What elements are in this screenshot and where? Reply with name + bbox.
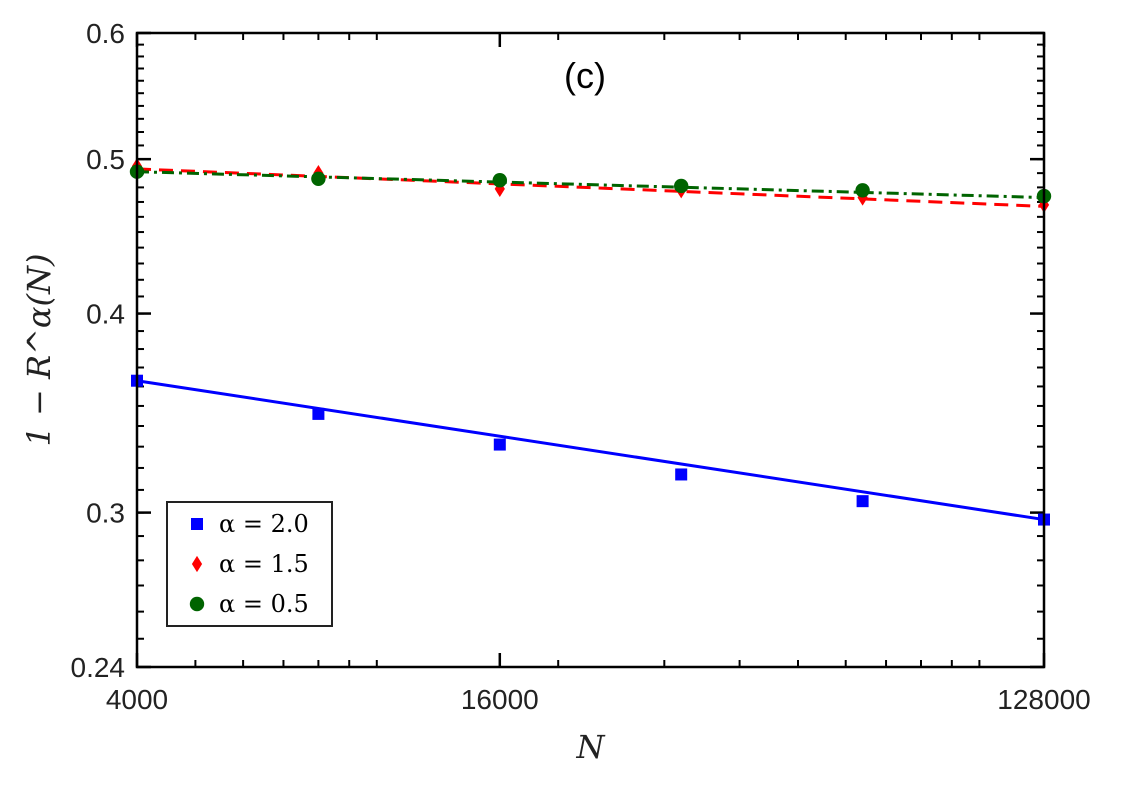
plot-frame: [135, 31, 1046, 669]
series-fit-line: [136, 170, 1045, 200]
series-group: [129, 164, 1052, 204]
series-layer: [129, 158, 1052, 526]
data-point: [493, 438, 506, 451]
legend: α = 2.0 α = 1.5 α = 0.5: [166, 501, 333, 627]
series-fit-line: [136, 167, 1045, 208]
legend-marker: [191, 555, 203, 573]
y-tick-label: 0.6: [86, 18, 125, 49]
y-tick-label: 0.4: [86, 299, 125, 330]
tick-labels: 4000 16000 128000 0.24 0.3 0.4 0.5 0.6: [71, 18, 1091, 715]
x-tick-label: 128000: [997, 684, 1090, 715]
series-group: [131, 374, 1050, 526]
legend-entry-label: α = 0.5: [219, 590, 309, 618]
legend-marker: [191, 518, 203, 530]
data-point: [675, 468, 688, 481]
data-point: [674, 178, 689, 194]
legend-marker: [189, 596, 205, 612]
x-tick-label: 4000: [106, 684, 168, 715]
x-axis-title: N: [576, 728, 606, 766]
data-point: [856, 495, 869, 508]
series-fit-line: [136, 379, 1045, 522]
data-point: [855, 183, 870, 198]
y-tick-label: 0.3: [86, 498, 125, 529]
panel-label: (c): [564, 55, 606, 96]
y-tick-label: 0.5: [86, 144, 125, 175]
data-point: [492, 173, 507, 188]
y-axis-title: 1 − R^α(N): [20, 254, 58, 447]
data-point: [311, 171, 326, 187]
legend-entry-label: α = 2.0: [219, 510, 309, 538]
legend-entry-label: α = 1.5: [219, 550, 309, 578]
data-point: [312, 407, 325, 420]
x-tick-label: 16000: [461, 684, 539, 715]
y-tick-label: 0.24: [71, 652, 126, 683]
